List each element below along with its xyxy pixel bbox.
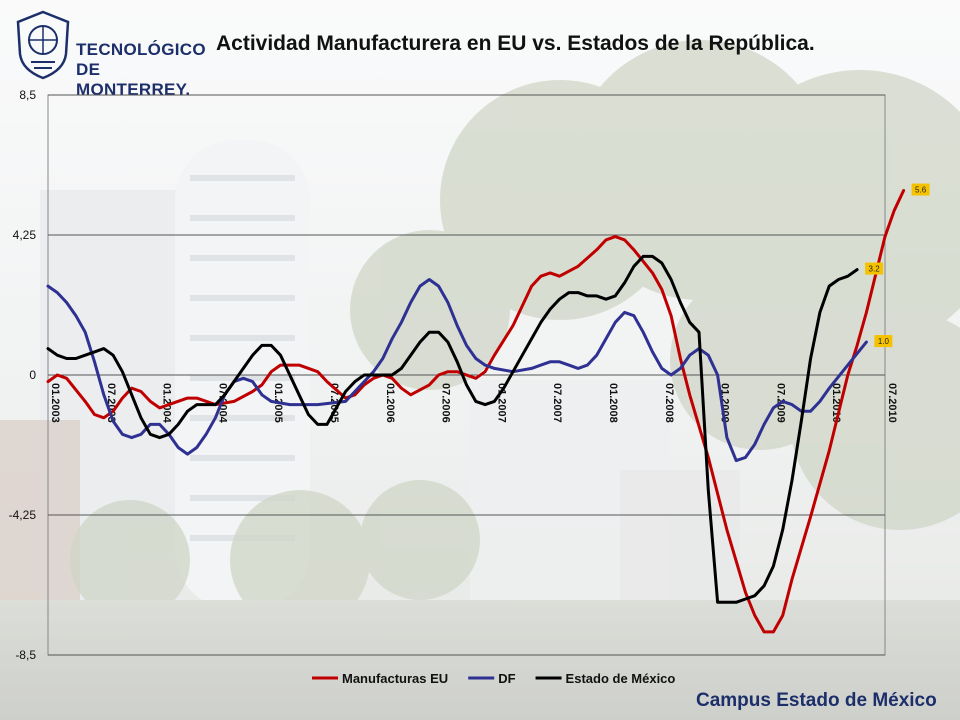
data-label: 3.2 xyxy=(869,265,881,274)
legend-label: Estado de México xyxy=(566,671,676,686)
legend-item: DF xyxy=(468,671,516,686)
logo-text-line1: TECNOLÓGICO xyxy=(76,40,206,59)
x-axis-ticks: 01.2003 07.2003 01.2004 07.2004 01.2005 07.20… xyxy=(49,383,898,424)
data-label: 1.0 xyxy=(878,337,890,346)
legend-item: Manufacturas EU xyxy=(312,671,448,686)
series-lines xyxy=(46,189,906,634)
data-label: 5.6 xyxy=(915,186,927,195)
x-tick-label: 07.2007 xyxy=(551,383,563,423)
y-tick-label: 0 xyxy=(29,368,36,382)
x-tick-label: 07.2003 xyxy=(105,383,117,423)
legend-item: Estado de México xyxy=(535,671,676,686)
last-value-label: 5.6 xyxy=(911,183,930,196)
series-line xyxy=(46,278,868,463)
x-tick-label: 07.2008 xyxy=(663,383,675,423)
grid-lines xyxy=(47,94,886,656)
logo: TECNOLÓGICO DE MONTERREY. xyxy=(14,10,214,99)
label-box xyxy=(865,262,884,275)
legend: Manufacturas EU DF Estado de México xyxy=(312,671,675,686)
y-tick-label: -4,25 xyxy=(9,508,37,522)
y-tick-label: -8,5 xyxy=(15,648,36,662)
x-tick-label: 01.2003 xyxy=(49,383,61,423)
legend-label: DF xyxy=(498,671,515,686)
data-labels: 5.6 1.0 3.2 xyxy=(865,183,930,348)
label-box xyxy=(911,183,930,196)
logo-text-line2: DE MONTERREY. xyxy=(76,60,191,99)
x-tick-label: 01.2004 xyxy=(161,383,173,424)
x-tick-label: 01.2008 xyxy=(607,383,619,423)
legend-label: Manufacturas EU xyxy=(342,671,448,686)
x-tick-label: 01.2007 xyxy=(495,383,507,423)
shield-logo-icon xyxy=(16,10,70,80)
y-axis-ticks: 8,5 4,25 0 -4,25 -8,5 xyxy=(9,88,37,662)
campus-footer: Campus Estado de México xyxy=(696,690,937,711)
x-tick-label: 07.2010 xyxy=(886,383,898,423)
x-tick-label: 01.2006 xyxy=(384,383,396,423)
label-box xyxy=(874,335,893,348)
x-tick-label: 07.2006 xyxy=(440,383,452,423)
y-tick-label: 4,25 xyxy=(13,228,37,242)
chart-title: Actividad Manufacturera en EU vs. Estado… xyxy=(216,32,815,55)
y-tick-label: 8,5 xyxy=(19,88,36,102)
last-value-label: 3.2 xyxy=(865,262,884,275)
series-line xyxy=(46,254,859,604)
last-value-label: 1.0 xyxy=(874,335,893,348)
